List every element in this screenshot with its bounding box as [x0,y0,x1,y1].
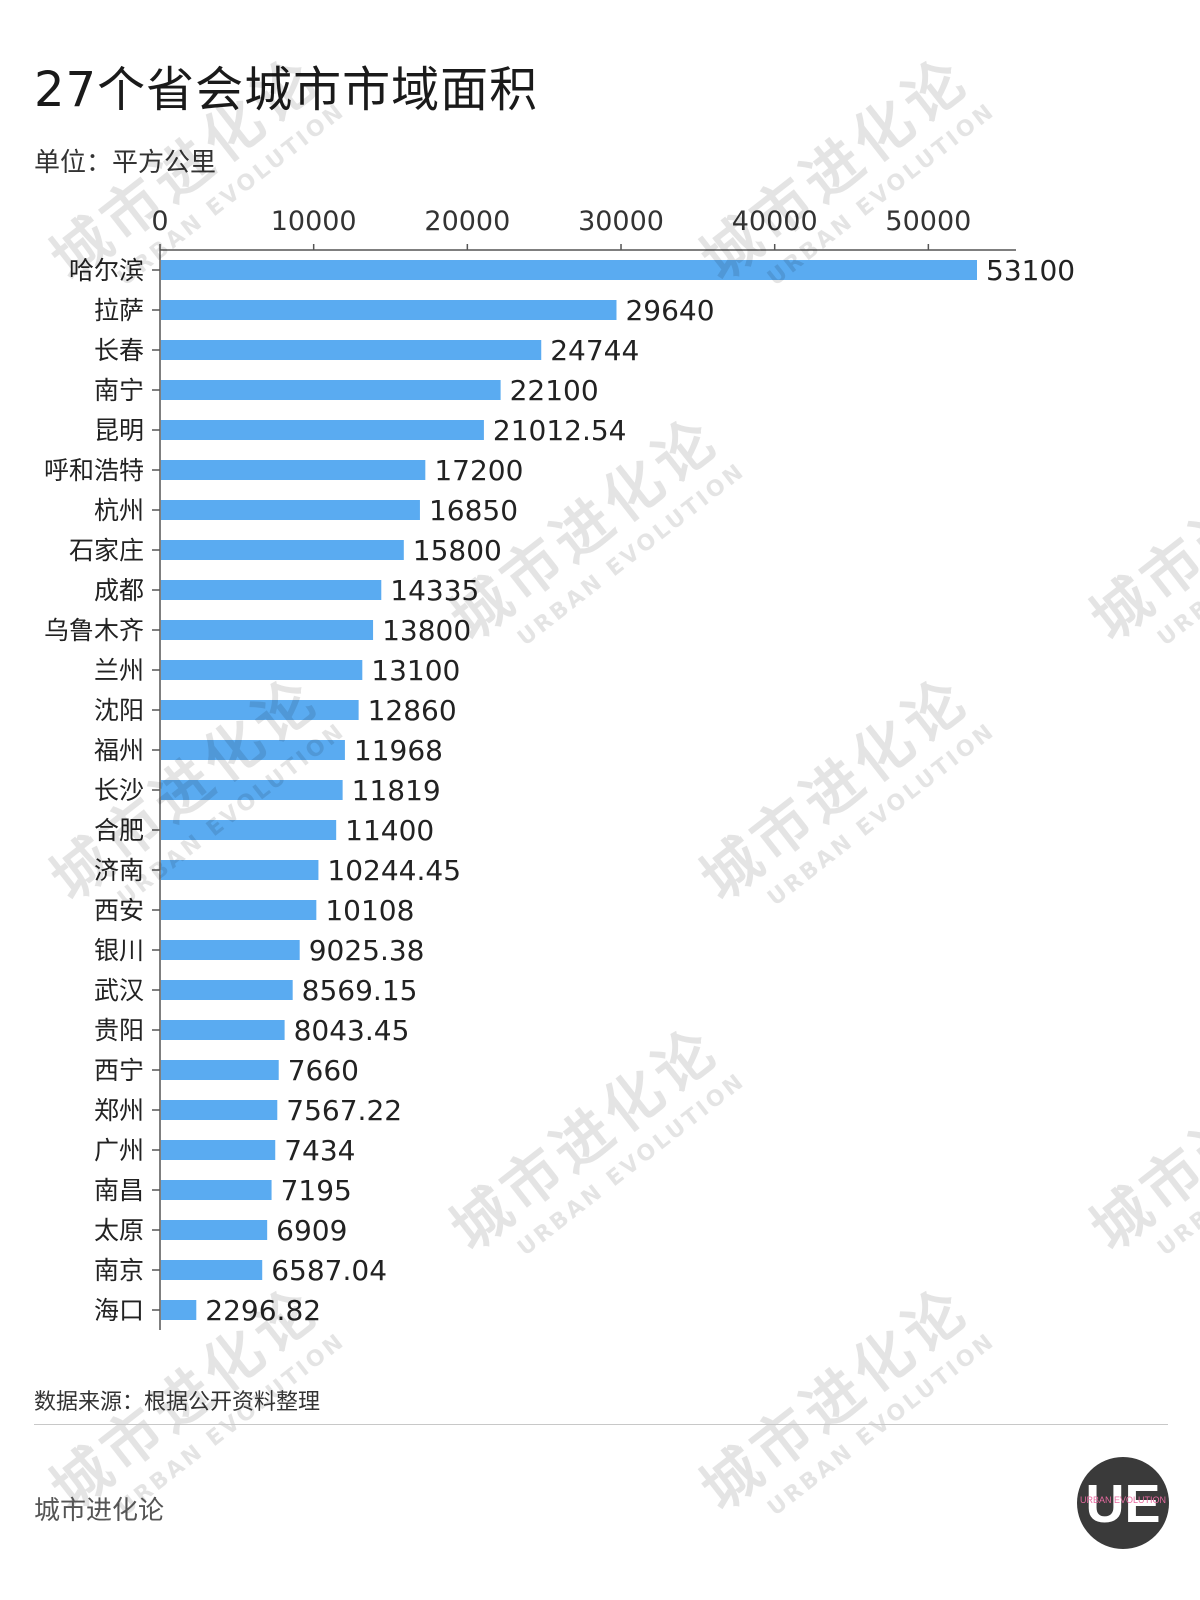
value-label: 17200 [434,454,523,487]
category-label: 合肥 [94,816,144,845]
value-label: 14335 [390,574,479,607]
svg-text:UE: UE [1085,1474,1160,1534]
value-label: 7195 [281,1174,352,1207]
category-label: 石家庄 [69,536,144,565]
bar [161,380,501,400]
value-label: 7660 [288,1054,359,1087]
value-label: 21012.54 [493,414,627,447]
category-label: 哈尔滨 [69,256,144,285]
bar [161,1020,285,1040]
bar [161,460,426,480]
value-label: 6587.04 [271,1254,387,1287]
bar [161,1220,268,1240]
x-tick-label: 10000 [271,206,357,237]
category-label: 广州 [94,1136,144,1165]
category-label: 济南 [94,856,144,885]
bar [161,300,617,320]
category-label: 银川 [94,936,144,965]
data-source: 数据来源：根据公开资料整理 [34,1390,321,1415]
bar [161,420,484,440]
category-label: 南宁 [94,376,144,405]
value-label: 53100 [986,254,1075,287]
category-label: 长沙 [94,776,144,805]
bar [161,1100,278,1120]
bar [161,780,343,800]
bar [161,340,542,360]
value-label: 11968 [354,734,443,767]
category-label: 呼和浩特 [44,456,144,485]
category-label: 昆明 [94,416,144,445]
category-label: 南京 [94,1256,144,1285]
brand-name: 城市进化论 [34,1496,165,1526]
bar [161,260,977,280]
bar [161,1260,263,1280]
value-label: 24744 [550,334,639,367]
category-label: 沈阳 [94,696,144,725]
value-label: 22100 [510,374,599,407]
category-label: 乌鲁木齐 [44,616,144,645]
value-label: 9025.38 [309,934,425,967]
bar [161,580,382,600]
category-label: 拉萨 [94,296,144,325]
category-label: 西安 [94,896,144,925]
category-label: 郑州 [94,1096,144,1125]
category-label: 福州 [94,736,144,765]
bar [161,940,300,960]
bar [161,660,363,680]
bar [161,540,404,560]
category-label: 贵阳 [94,1016,144,1045]
category-label: 海口 [94,1296,144,1325]
value-label: 15800 [413,534,502,567]
bar [161,1300,197,1320]
value-label: 13800 [382,614,471,647]
bar [161,900,317,920]
x-tick-label: 30000 [578,206,664,237]
category-label: 太原 [94,1216,144,1245]
x-tick-label: 40000 [732,206,818,237]
value-label: 6909 [276,1214,347,1247]
value-label: 29640 [625,294,714,327]
bar [161,1140,276,1160]
bar-chart: 0 10000 20000 30000 40000 50000 哈尔滨 53100 拉萨 2964… [44,206,1075,1330]
value-label: 11400 [345,814,434,847]
category-label: 西宁 [94,1056,144,1085]
value-label: 16850 [429,494,518,527]
category-label: 武汉 [94,976,144,1005]
value-label: 11819 [352,774,441,807]
value-label: 8569.15 [302,974,418,1007]
bar [161,500,420,520]
bar [161,820,337,840]
value-label: 2296.82 [205,1294,321,1327]
brand-logo-icon: UE URBAN EVOLUTION [1077,1457,1169,1549]
value-label: 7434 [284,1134,355,1167]
value-label: 13100 [371,654,460,687]
bar [161,740,345,760]
bar [161,620,374,640]
bar [161,1060,279,1080]
category-label: 南昌 [94,1176,144,1205]
value-label: 10108 [325,894,414,927]
value-label: 7567.22 [286,1094,402,1127]
category-label: 长春 [94,336,144,365]
chart-title: 27个省会城市市域面积 [34,62,539,118]
svg-text:URBAN EVOLUTION: URBAN EVOLUTION [1080,1495,1166,1505]
category-label: 杭州 [94,496,144,525]
value-label: 10244.45 [327,854,461,887]
bar [161,980,293,1000]
unit-label: 单位：平方公里 [34,148,217,178]
bar [161,1180,272,1200]
footer-divider [34,1424,1168,1425]
value-label: 8043.45 [294,1014,410,1047]
bar [161,860,319,880]
x-tick-label: 0 [151,206,168,237]
category-label: 成都 [94,576,144,605]
bar [161,700,359,720]
x-tick-label: 20000 [424,206,510,237]
x-tick-label: 50000 [885,206,971,237]
category-label: 兰州 [94,656,144,685]
value-label: 12860 [368,694,457,727]
